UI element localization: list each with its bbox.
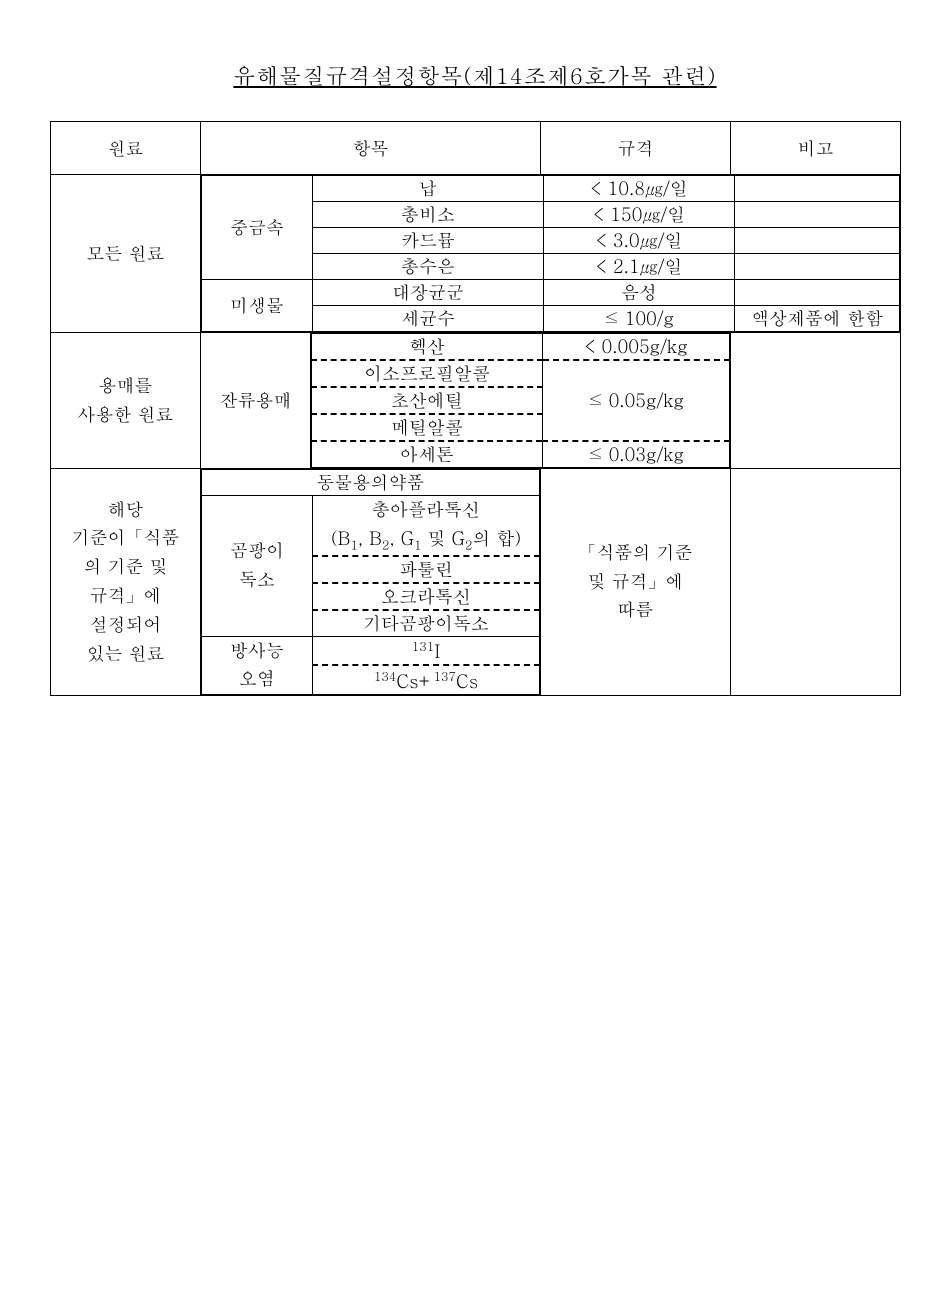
item: 초산에틸 (312, 387, 543, 414)
note (735, 176, 900, 202)
note (735, 280, 900, 306)
item: 기타곰팡이독소 (313, 610, 540, 637)
spec: ≤ 0.03g/kg (543, 441, 730, 468)
note (735, 228, 900, 254)
note (731, 469, 901, 696)
item: 파툴린 (313, 556, 540, 583)
item: 총비소 (313, 202, 544, 228)
hdr-raw: 원료 (51, 122, 201, 175)
item: 납 (313, 176, 544, 202)
section2: 용매를 사용한 원료 잔류용매 헥산 < 0.005g/kg 이소프로필알콜 ≤… (51, 333, 901, 469)
item: 총아플라톡신(B1, B2, G1 및 G2의 합) (313, 496, 540, 556)
item-vetdrug: 동물용의약품 (202, 470, 540, 496)
item: 이소프로필알콜 (312, 360, 543, 387)
spec: ≤ 100/g (544, 306, 735, 332)
section3: 해당 기준이「식품 의 기준 및 규격」에 설정되어 있는 원료 동물용의약품 … (51, 469, 901, 696)
note (735, 254, 900, 280)
spec: < 150㎍/일 (544, 202, 735, 228)
item: 세균수 (313, 306, 544, 332)
note (731, 333, 901, 469)
item: 총수은 (313, 254, 544, 280)
item: 아세톤 (312, 441, 543, 468)
item: 헥산 (312, 334, 543, 361)
item: 134Cs+137Cs (313, 665, 540, 694)
item: 카드뮴 (313, 228, 544, 254)
raw-cell: 용매를 사용한 원료 (51, 333, 201, 469)
spec: 「식품의 기준 및 규격」에 따름 (541, 469, 731, 696)
item: 대장균군 (313, 280, 544, 306)
cat-mold: 곰팡이독소 (202, 496, 313, 637)
spec: < 0.005g/kg (543, 334, 730, 361)
spec: < 3.0㎍/일 (544, 228, 735, 254)
note: 액상제품에 한함 (735, 306, 900, 332)
spec: < 2.1㎍/일 (544, 254, 735, 280)
spec: < 10.8㎍/일 (544, 176, 735, 202)
spec: 음성 (544, 280, 735, 306)
page-title: 유해물질규격설정항목(제14조제6호가목 관련) (50, 60, 900, 91)
item: 메틸알콜 (312, 414, 543, 441)
hdr-note: 비고 (731, 122, 901, 175)
section1: 모든 원료 중금속 납 < 10.8㎍/일 총비소 < 150㎍/일 카드뮴 < (51, 175, 901, 333)
raw-cell: 해당 기준이「식품 의 기준 및 규격」에 설정되어 있는 원료 (51, 469, 201, 696)
cat-radio: 방사능오염 (202, 636, 313, 695)
header-row: 원료 항목 규격 비고 (51, 122, 901, 175)
item: 131I (313, 636, 540, 665)
spec-table: 원료 항목 규격 비고 모든 원료 중금속 납 < 10.8㎍/일 총비소 < … (50, 121, 901, 696)
hdr-spec: 규격 (541, 122, 731, 175)
item: 오크라톡신 (313, 583, 540, 610)
note (735, 202, 900, 228)
spec: ≤ 0.05g/kg (543, 360, 730, 441)
raw-cell: 모든 원료 (51, 175, 201, 333)
cat-solvent: 잔류용매 (201, 333, 311, 469)
hdr-item: 항목 (201, 122, 541, 175)
cat-heavy-metal: 중금속 (202, 176, 313, 280)
cat-microbe: 미생물 (202, 280, 313, 332)
